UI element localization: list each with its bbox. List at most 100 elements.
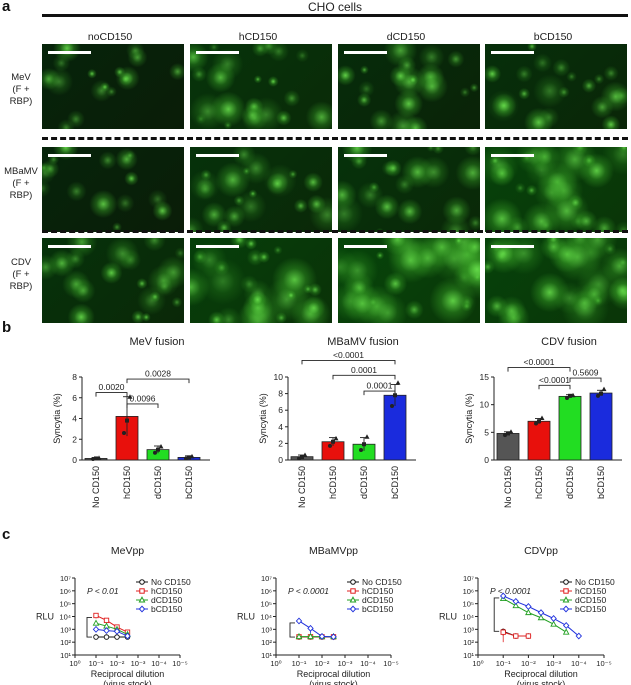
x-tick-label: 10⁻² (315, 659, 330, 668)
data-point (96, 455, 102, 460)
panel-b-letter: b (2, 319, 12, 336)
x-tick-label: 10⁻⁴ (571, 659, 587, 668)
p-value-annotation: P < 0.0001 (288, 586, 329, 596)
legend-marker (139, 579, 145, 585)
significance-bracket (363, 390, 396, 396)
y-tick-label: 10⁷ (60, 574, 71, 583)
data-point (122, 431, 126, 436)
x-tick-label: 10⁻¹ (292, 659, 307, 668)
data-point (92, 625, 100, 633)
y-tick-label: 10¹ (261, 651, 272, 660)
y-tick-label: 8 (72, 372, 77, 382)
column-label-nocd150: noCD150 (87, 31, 133, 43)
series-line-hcd150 (95, 615, 128, 633)
column-label-bcd150: bCD150 (533, 31, 573, 43)
line-chart-title: MeVpp (111, 545, 144, 557)
legend-marker (139, 588, 145, 594)
legend-marker (349, 605, 357, 613)
panel-c-letter: c (2, 526, 11, 543)
data-point (127, 394, 133, 399)
row-label-mev-line1: MeV (11, 72, 31, 83)
micrograph-mev-nocd150 (42, 44, 184, 129)
y-tick-label: 4 (72, 414, 77, 424)
data-point (562, 628, 570, 635)
y-tick-label: 10¹ (60, 651, 71, 660)
y-tick-label: 10³ (261, 625, 272, 634)
micrograph-cdv-bcd150 (485, 238, 627, 323)
significance-bracket (538, 384, 571, 390)
data-point (307, 632, 314, 640)
x-tick-label: 10⁻² (110, 659, 125, 668)
scale-bar (48, 51, 91, 54)
scale-bar (344, 51, 387, 54)
y-tick-label: 10 (480, 400, 490, 410)
y-tick-label: 10² (261, 638, 272, 647)
y-tick-label: 10⁴ (260, 613, 272, 622)
data-point (158, 444, 164, 449)
scale-bar (48, 154, 91, 157)
data-point (395, 380, 401, 385)
y-tick-label: 10² (60, 638, 71, 647)
cho-cells-header: CHO cells (307, 0, 362, 14)
x-axis-label-sub: (virus stock) (103, 679, 152, 685)
x-tick-label: hCD150 (122, 466, 132, 499)
data-point (537, 419, 541, 424)
line-chart-title: MBaMVpp (309, 545, 358, 557)
data-point (92, 619, 100, 626)
micrograph-mbamv-hcd150 (190, 147, 332, 232)
bar-dcd150 (558, 395, 582, 461)
data-point (512, 597, 520, 605)
p-value-label: 0.5609 (573, 368, 599, 378)
data-point (393, 393, 397, 398)
y-tick-label: 10⁵ (60, 600, 71, 609)
scale-bar (196, 154, 239, 157)
y-tick-label: 10³ (463, 625, 474, 634)
header-rule (42, 14, 628, 17)
x-tick-label: No CD150 (91, 466, 101, 508)
data-point (513, 633, 519, 639)
y-tick-label: 4 (278, 422, 283, 432)
data-point (94, 456, 98, 461)
x-tick-label: dCD150 (153, 466, 163, 499)
legend-marker (562, 596, 570, 603)
data-point (568, 393, 572, 398)
x-tick-label: 10⁻⁵ (172, 659, 187, 668)
data-point (318, 632, 326, 640)
data-point (300, 455, 304, 460)
legend-marker (138, 596, 146, 603)
data-point (330, 633, 337, 641)
x-tick-label: hCD150 (328, 466, 338, 499)
y-tick-label: 10⁷ (463, 574, 474, 583)
data-point (307, 624, 314, 632)
legend-label: hCD150 (575, 586, 606, 596)
micrograph-mbamv-nocd150 (42, 147, 184, 232)
p-value-label: 0.0001 (367, 381, 393, 391)
x-tick-label: 10⁰ (270, 659, 281, 668)
data-point (333, 435, 339, 441)
legend-marker (349, 596, 357, 603)
scale-bar (344, 154, 387, 157)
data-point (302, 452, 308, 458)
significance-bracket (493, 597, 500, 632)
scale-bar (196, 245, 239, 248)
data-point (525, 633, 532, 639)
x-axis-label: Reciprocal dilution (504, 669, 578, 679)
y-tick-label: 10⁵ (261, 600, 272, 609)
x-axis-label: Reciprocal dilution (297, 669, 371, 679)
y-tick-label: 10⁶ (60, 587, 71, 596)
y-axis-label: RLU (237, 612, 255, 622)
data-point (93, 612, 99, 619)
data-point (562, 622, 570, 629)
y-tick-label: 5 (484, 427, 489, 437)
data-point (156, 447, 160, 452)
x-tick-label: No CD150 (503, 466, 513, 508)
scale-bar (491, 245, 534, 248)
data-point (601, 386, 607, 392)
legend-marker (563, 579, 569, 585)
x-tick-label: 10⁻⁴ (360, 659, 376, 668)
row-divider-1 (42, 137, 628, 140)
x-tick-label: 10⁻⁵ (383, 659, 398, 668)
data-point (114, 634, 120, 640)
p-value-label: 0.0096 (130, 393, 156, 403)
